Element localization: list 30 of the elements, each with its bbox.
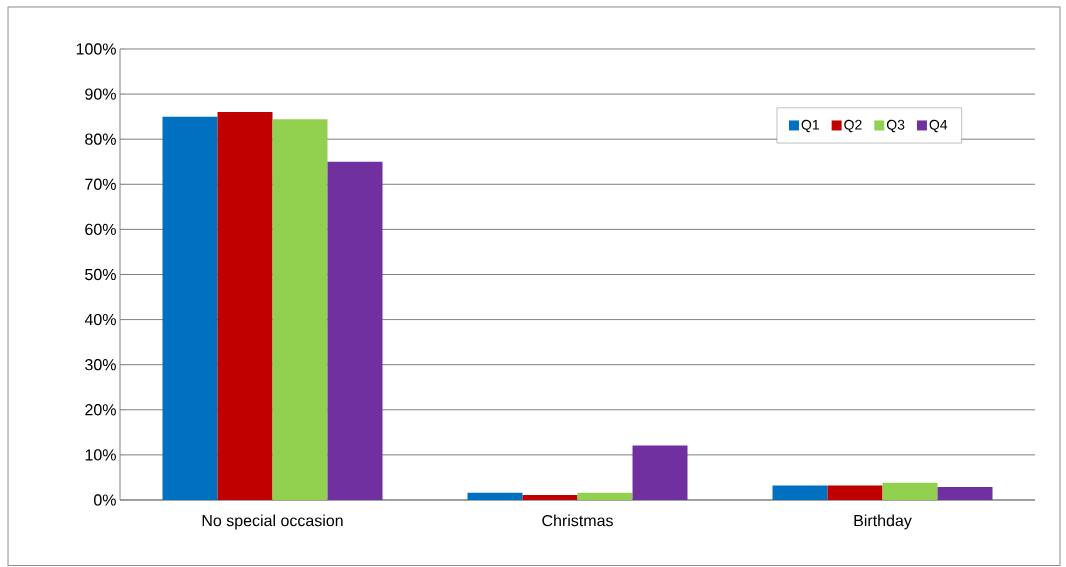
y-tick-label: 60% <box>85 223 116 236</box>
legend-label: Q1 <box>801 119 819 133</box>
legend-label: Q4 <box>929 119 948 133</box>
x-tick-label: Birthday <box>854 514 912 530</box>
y-tick-label: 90% <box>85 88 116 100</box>
y-tick-label: 70% <box>85 178 116 190</box>
bar <box>937 486 993 500</box>
bar <box>467 492 523 500</box>
legend-label: Q2 <box>844 119 862 133</box>
bar <box>772 485 828 500</box>
x-tick-label: No special occasion <box>202 514 343 530</box>
bar <box>577 492 633 500</box>
x-tick-label: Christmas <box>542 514 613 527</box>
bar <box>632 445 688 500</box>
bar <box>882 482 938 500</box>
bar <box>217 112 273 500</box>
bar <box>272 119 328 500</box>
y-tick-label: 20% <box>85 404 116 416</box>
y-tick-label: 50% <box>85 268 116 281</box>
y-tick-label: 10% <box>85 449 116 461</box>
y-tick-label: 100% <box>76 43 116 55</box>
bar <box>522 495 578 500</box>
bar <box>162 116 218 500</box>
bar <box>327 161 383 500</box>
y-tick-label: 80% <box>85 133 116 145</box>
bar <box>827 485 883 500</box>
legend-label: Q3 <box>886 119 905 133</box>
y-tick-label: 0% <box>93 494 116 506</box>
y-tick-label: 30% <box>85 359 116 371</box>
y-tick-label: 40% <box>84 313 116 326</box>
